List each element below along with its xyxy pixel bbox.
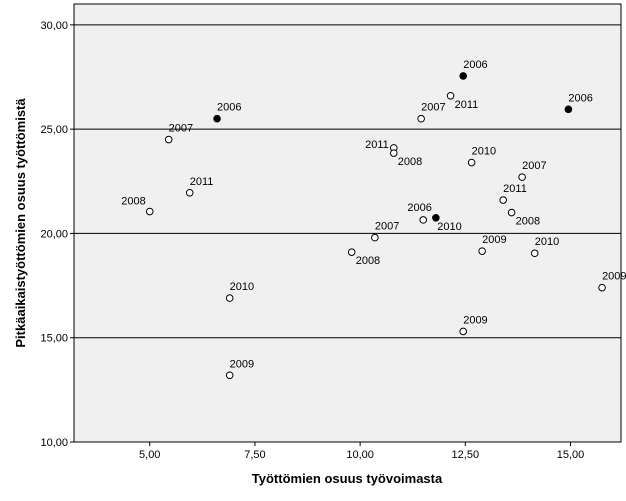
data-point-open — [145, 207, 154, 216]
data-point-open — [507, 208, 516, 217]
point-label: 2007 — [375, 221, 399, 233]
data-points: 2006 2007 2008 2011 2010 2009 2006 2011 2007 2006… — [121, 59, 626, 380]
y-tick-label: 15,00 — [40, 333, 68, 345]
data-point-open — [225, 371, 234, 380]
data-point-filled — [432, 213, 440, 222]
data-point-open — [467, 158, 476, 167]
point-label: 2009 — [230, 358, 254, 370]
point-label: 2010 — [437, 221, 461, 233]
data-point-open — [185, 188, 194, 197]
point-label: 2006 — [217, 102, 241, 114]
y-tick-label: 10,00 — [40, 437, 68, 449]
point-label: 2011 — [503, 183, 527, 195]
data-point-open — [225, 294, 234, 302]
x-axis-title: Työttömien osuus työvoimasta — [252, 471, 443, 486]
point-label: 2008 — [516, 216, 540, 228]
data-point-open — [446, 91, 455, 100]
data-point-open — [598, 283, 606, 292]
point-label: 2011 — [365, 139, 389, 151]
point-label: 2010 — [230, 281, 254, 293]
point-label: 2007 — [421, 102, 445, 114]
axis-ticks: 10,00 15,00 20,00 25,00 30,00 5,00 7,50 10,00 12… — [40, 20, 584, 461]
data-point-open — [518, 173, 526, 181]
y-tick-label: 25,00 — [40, 124, 68, 136]
data-point-open — [164, 135, 173, 144]
data-point-filled — [213, 114, 221, 123]
point-label: 2008 — [356, 255, 380, 267]
y-tick-label: 30,00 — [40, 20, 68, 32]
data-point-open — [389, 149, 398, 157]
point-label: 2008 — [398, 156, 422, 168]
point-label: 2009 — [463, 314, 487, 326]
data-point-open — [459, 327, 468, 336]
point-label: 2007 — [169, 123, 193, 135]
x-tick-label: 15,00 — [557, 449, 585, 461]
gridlines — [74, 24, 621, 443]
data-point-open — [419, 216, 428, 224]
point-label: 2006 — [463, 59, 487, 71]
data-point-filled — [564, 105, 573, 114]
data-point-filled — [459, 72, 468, 80]
data-point-open — [371, 233, 379, 242]
point-label: 2011 — [190, 176, 214, 188]
point-label: 2010 — [472, 146, 496, 158]
x-tick-label: 7,50 — [244, 449, 265, 461]
x-tick-label: 12,50 — [452, 449, 480, 461]
x-tick-label: 5,00 — [139, 449, 160, 461]
point-label: 2008 — [121, 196, 145, 208]
y-axis-title: Pitkäaikaistyöttömien osuus työttömistä — [13, 98, 28, 348]
data-point-open — [347, 248, 356, 256]
point-label: 2010 — [535, 236, 559, 248]
point-label: 2006 — [407, 202, 431, 214]
y-tick-label: 20,00 — [40, 228, 68, 240]
data-point-open — [478, 247, 486, 255]
point-label: 2009 — [482, 234, 506, 246]
point-label: 2011 — [455, 99, 479, 111]
point-label: 2009 — [602, 271, 626, 283]
point-label: 2007 — [522, 160, 546, 172]
data-point-open — [530, 249, 539, 258]
point-label: 2006 — [568, 92, 592, 104]
data-point-open — [499, 196, 507, 204]
data-point-open — [417, 114, 425, 123]
plot-area — [73, 3, 622, 443]
x-tick-label: 10,00 — [346, 449, 374, 461]
